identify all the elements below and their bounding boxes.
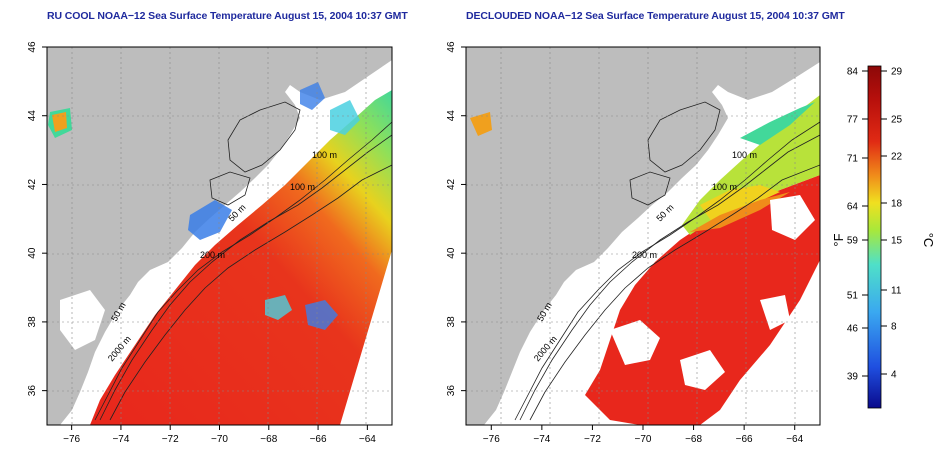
right-y-tick-label: 46 <box>446 41 457 53</box>
colorbar-c-label: 4 <box>891 370 897 381</box>
cloud-patch <box>760 295 790 330</box>
left-y-tick-label: 40 <box>27 247 38 259</box>
left-y-tick-label: 44 <box>27 110 38 122</box>
right-x-tick-label: −64 <box>786 434 803 445</box>
isobath-label: 200 m <box>632 250 657 260</box>
cloud-patch <box>770 195 815 240</box>
map-axes: −76 −74 −72 −70 −68 −66 −64 36 38 40 42 44 46 −76 −74 −… <box>27 41 804 445</box>
cool-water-patch <box>300 82 325 110</box>
left-map-land <box>47 47 392 425</box>
cloud-patch <box>610 320 660 365</box>
left-x-tick-label: −76 <box>63 434 80 445</box>
right-y-tick-label: 36 <box>446 385 457 397</box>
colorbar-gradient <box>867 65 882 409</box>
right-y-tick-label: 44 <box>446 110 457 122</box>
colorbar-c-label: 18 <box>891 199 903 210</box>
left-x-tick-label: −64 <box>359 434 376 445</box>
colorbar-c-label: 25 <box>891 115 903 126</box>
right-x-tick-label: −74 <box>533 434 550 445</box>
left-map-sst-warm <box>90 90 392 425</box>
lake-warm-patch <box>52 112 67 132</box>
isobath-label: 100 m <box>312 150 337 160</box>
right-x-tick-label: −76 <box>483 434 500 445</box>
cool-water-patch <box>188 200 232 240</box>
left-map-title: RU COOL NOAA−12 Sea Surface Temperature … <box>47 10 408 22</box>
left-gridlines <box>47 47 392 425</box>
right-map-land <box>466 47 820 425</box>
cloud-patch <box>60 290 105 350</box>
left-y-tick-label: 46 <box>27 41 38 53</box>
right-x-tick-label: −70 <box>635 434 652 445</box>
right-x-tick-label: −66 <box>736 434 753 445</box>
colorbar-f-label: 39 <box>847 372 859 383</box>
left-map: 100 m 100 m 50 m 200 m 50 m 2000 m <box>46 46 393 426</box>
celsius-unit-label: °C <box>921 233 936 248</box>
fahrenheit-unit-label: °F <box>831 233 846 246</box>
left-x-tick-label: −74 <box>112 434 129 445</box>
right-map-sst-mid <box>690 192 790 232</box>
lake-warm-patch <box>470 112 492 136</box>
right-map-sst-cool <box>740 102 815 145</box>
colorbar-c-label: 11 <box>891 286 902 297</box>
right-y-tick-label: 38 <box>446 316 457 328</box>
colorbar-c-label: 8 <box>891 322 897 333</box>
colorbar-f-label: 71 <box>847 154 859 165</box>
colorbar-f-label: 64 <box>847 202 859 213</box>
left-y-tick-label: 38 <box>27 316 38 328</box>
left-x-tick-label: −68 <box>260 434 277 445</box>
isobath-label: 200 m <box>200 250 225 260</box>
colorbar-f-label: 51 <box>847 291 859 302</box>
colorbar-c-label: 29 <box>891 67 903 78</box>
cloud-patch <box>680 350 725 390</box>
right-y-tick-label: 42 <box>446 178 457 190</box>
right-gridlines <box>466 47 820 425</box>
cool-water-patch <box>330 100 360 135</box>
isobath-label: 100 m <box>732 150 757 160</box>
colorbar-f-label: 59 <box>847 236 859 247</box>
left-x-tick-label: −72 <box>162 434 179 445</box>
left-y-tick-label: 36 <box>27 385 38 397</box>
left-x-tick-label: −70 <box>211 434 228 445</box>
left-x-tick-label: −66 <box>310 434 327 445</box>
left-isobaths <box>94 101 392 421</box>
colorbar-f-label: 46 <box>847 324 859 335</box>
cool-water-patch <box>305 300 338 330</box>
cool-water-patch <box>265 295 292 320</box>
right-map: 100 m 100 m 50 m 200 m 50 m 2000 m <box>465 46 821 426</box>
isobath-label: 100 m <box>290 182 315 192</box>
right-y-tick-label: 40 <box>446 247 457 259</box>
colorbar-c-label: 22 <box>891 152 903 163</box>
right-map-title: DECLOUDED NOAA−12 Sea Surface Temperatur… <box>466 10 845 22</box>
isobath-label: 100 m <box>712 182 737 192</box>
left-y-tick-label: 42 <box>27 178 38 190</box>
right-map-sst-mid <box>700 185 780 222</box>
right-x-tick-label: −68 <box>685 434 702 445</box>
right-x-tick-label: −72 <box>584 434 601 445</box>
right-map-sst-warm <box>585 175 820 425</box>
colorbar-c-label: 15 <box>891 236 903 247</box>
colorbar-f-label: 84 <box>847 67 859 78</box>
colorbar-f-label: 77 <box>847 115 859 126</box>
